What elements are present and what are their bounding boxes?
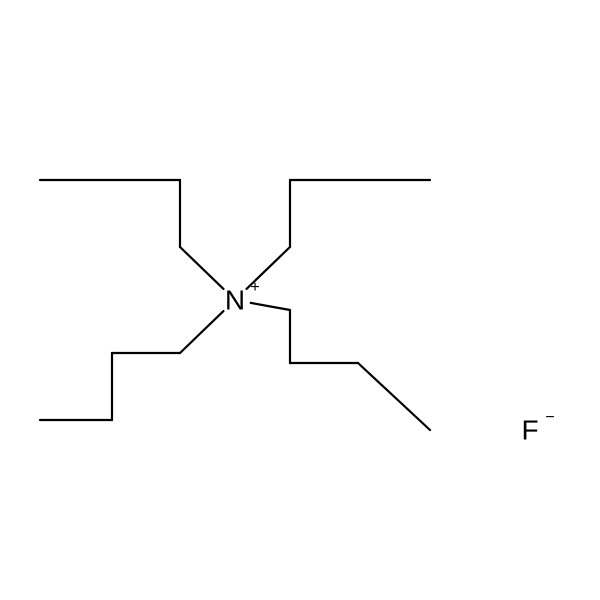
atom-N: N+ — [225, 279, 260, 316]
bond — [180, 247, 223, 289]
bond — [251, 303, 290, 310]
atom-F: F− — [521, 409, 554, 446]
atom-label: F — [521, 415, 538, 446]
atom-charge: + — [250, 279, 259, 296]
chemical-structure-svg: N+F− — [0, 0, 600, 600]
bond — [358, 363, 430, 430]
bond — [180, 311, 223, 353]
atom-label: N — [225, 285, 245, 316]
atom-charge: − — [545, 409, 554, 426]
